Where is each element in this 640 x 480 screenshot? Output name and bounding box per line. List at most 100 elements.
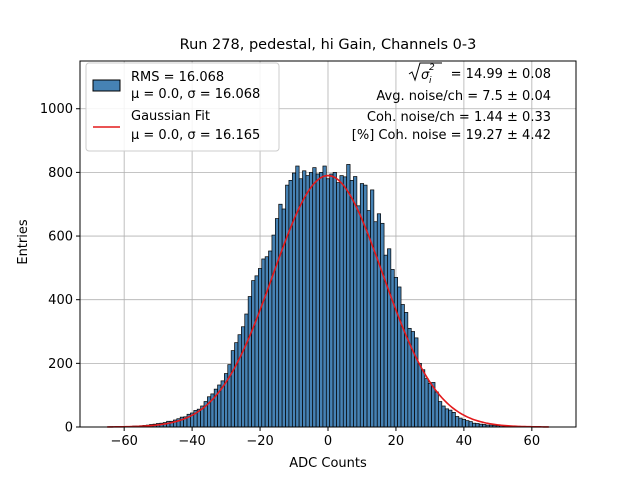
histogram-bar [308,172,314,428]
histogram-bar [353,176,358,428]
svg-text:2: 2 [429,63,435,73]
histogram-bar [298,178,303,428]
y-tick-label: 400 [48,293,73,308]
y-tick-label: 600 [48,230,73,245]
svg-text:σ: σ [421,68,430,83]
legend-histogram-label-line1: RMS = 16.068 [131,70,224,85]
legend: RMS = 16.068 μ = 0.0, σ = 16.068 Gaussia… [85,62,280,152]
histogram-bar [325,178,331,428]
histogram-bar [472,422,477,428]
y-tick-label: 800 [48,166,73,181]
svg-text:i: i [429,76,432,86]
histogram-bar [254,275,259,428]
legend-fit-label-line1: Gaussian Fit [131,109,210,124]
histogram-bar [261,258,266,428]
histogram-bar [230,350,235,428]
histogram-bar [274,218,280,428]
sigma-sqrt-symbol: σ 2 i [408,62,442,86]
legend-histogram-label-line2: μ = 0.0, σ = 16.068 [131,87,260,102]
histogram-bar [390,269,395,428]
y-tick-label: 200 [48,357,73,372]
stats-line-1: = 14.99 ± 0.08 [451,67,551,82]
histogram-bar [461,419,466,428]
histogram-bar [295,165,300,428]
histogram-bar [455,416,460,428]
histogram-bar [291,172,297,428]
histogram-bar [285,184,290,428]
histogram-bar [258,268,263,428]
histogram-bar [247,296,252,428]
x-tick-label: −60 [110,434,137,449]
histogram-bar [448,409,453,428]
histogram-bar [312,167,317,428]
histogram-bar [380,222,385,428]
legend-fit-label-line2: μ = 0.0, σ = 16.165 [131,128,260,143]
histogram-bar [366,210,371,428]
histogram-bar [397,286,402,428]
legend-box [85,62,280,152]
histogram-bar [332,172,337,428]
histogram-bar [468,421,473,428]
stats-annotation: σ 2 i = 14.99 ± 0.08 Avg. noise/ch = 7.5… [352,62,551,143]
histogram-bar [417,362,422,428]
histogram-bar [342,176,348,428]
histogram-bar [404,312,409,428]
histogram-bar [441,405,446,428]
histogram-bar [244,313,249,428]
histogram-bar [458,417,463,428]
histogram-bar [421,369,426,428]
y-axis-ticks: 0 200 400 600 800 1000 [40,102,80,436]
histogram-bar [427,383,432,428]
histogram-bar [393,277,398,428]
histogram-bar [315,173,320,428]
histogram-bar [322,165,327,428]
y-axis-label: Entries [16,219,31,265]
stats-line-3: Coh. noise/ch = 1.44 ± 0.33 [367,110,551,125]
y-tick-label: 1000 [40,102,73,117]
histogram-bar [288,179,293,428]
histogram-bar [424,378,429,428]
histogram-bar [414,337,419,428]
histogram-bar [241,326,246,428]
histogram-bar [237,334,242,428]
x-tick-label: 40 [456,434,473,449]
histogram-bar [356,205,361,428]
histogram-bar [465,420,470,428]
histogram-bar [363,184,368,428]
histogram-bar [475,423,480,428]
histogram-bar [329,173,334,428]
histogram-bar [234,342,239,428]
histogram-bar [336,182,341,428]
histogram-bar [251,280,256,428]
gaussian-fit-line [107,174,549,428]
histogram-bar [278,203,283,428]
histogram-bar [305,175,310,428]
x-tick-label: −20 [246,434,273,449]
histogram-bar [370,189,375,428]
histogram-bar [438,401,443,428]
x-tick-label: −40 [178,434,205,449]
stats-line-2: Avg. noise/ch = 7.5 ± 0.04 [376,89,551,104]
y-tick-label: 0 [65,421,73,436]
histogram-bar [376,213,382,428]
x-tick-label: 20 [388,434,405,449]
histogram-bar [349,179,354,428]
x-tick-label: 0 [324,434,332,449]
histogram-bar [271,234,276,428]
stats-line-4: [%] Coh. noise = 19.27 ± 4.42 [352,128,551,143]
histogram-bar [451,412,456,428]
histogram-bar [410,331,415,428]
x-axis-ticks: −60 −40 −20 0 20 40 60 [110,427,540,449]
histogram-bar [387,248,392,428]
histogram-bar [264,256,269,428]
chart-title: Run 278, pedestal, hi Gain, Channels 0-3 [180,37,477,53]
histogram-bar [319,172,324,428]
histogram-bar [339,175,344,428]
x-axis-label: ADC Counts [289,456,367,471]
x-tick-label: 60 [524,434,541,449]
histogram-bar [434,391,439,428]
legend-histogram-swatch [92,79,121,92]
histogram-bar [302,170,307,428]
histogram-bar [444,408,449,428]
